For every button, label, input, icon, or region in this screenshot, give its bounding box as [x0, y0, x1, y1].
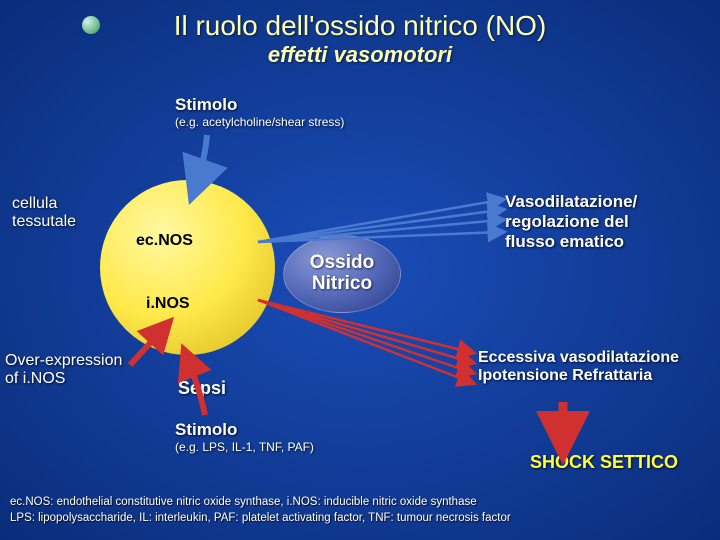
- arrow-fan-bottom: [258, 300, 470, 382]
- arrows-layer: [0, 0, 720, 540]
- arrow-overexp-to-inos: [130, 330, 162, 365]
- arrow-fan-top: [258, 200, 500, 242]
- arrow-stim-to-ecnos: [195, 135, 207, 188]
- arrow-stim-to-inos: [188, 360, 205, 415]
